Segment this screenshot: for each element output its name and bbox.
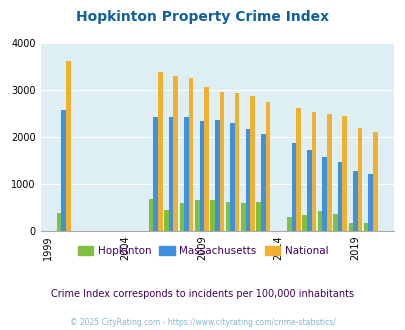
Bar bbox=[158, 72, 162, 231]
Bar bbox=[184, 117, 188, 231]
Bar bbox=[57, 213, 61, 231]
Bar bbox=[225, 202, 230, 231]
Bar bbox=[372, 132, 377, 231]
Bar bbox=[357, 128, 361, 231]
Bar bbox=[311, 113, 315, 231]
Bar bbox=[363, 223, 368, 231]
Bar bbox=[214, 120, 219, 231]
Bar bbox=[188, 78, 193, 231]
Bar bbox=[66, 61, 70, 231]
Bar bbox=[153, 117, 158, 231]
Bar bbox=[352, 171, 357, 231]
Bar bbox=[326, 114, 331, 231]
Bar bbox=[199, 121, 204, 231]
Bar bbox=[322, 157, 326, 231]
Bar bbox=[341, 116, 346, 231]
Bar bbox=[256, 202, 260, 231]
Bar bbox=[179, 203, 184, 231]
Bar bbox=[265, 102, 269, 231]
Bar bbox=[306, 150, 311, 231]
Text: © 2025 CityRating.com - https://www.cityrating.com/crime-statistics/: © 2025 CityRating.com - https://www.city… bbox=[70, 318, 335, 327]
Bar bbox=[204, 87, 208, 231]
Bar bbox=[219, 92, 224, 231]
Bar bbox=[194, 200, 199, 231]
Bar bbox=[149, 199, 153, 231]
Bar bbox=[368, 174, 372, 231]
Bar bbox=[234, 93, 239, 231]
Bar bbox=[333, 214, 337, 231]
Legend: Hopkinton, Massachusetts, National: Hopkinton, Massachusetts, National bbox=[73, 242, 332, 260]
Bar bbox=[241, 203, 245, 231]
Bar bbox=[230, 123, 234, 231]
Bar bbox=[210, 200, 214, 231]
Bar bbox=[302, 215, 306, 231]
Bar bbox=[337, 162, 341, 231]
Bar bbox=[286, 217, 291, 231]
Bar bbox=[296, 108, 300, 231]
Bar bbox=[291, 143, 296, 231]
Bar bbox=[61, 110, 66, 231]
Bar bbox=[245, 129, 249, 231]
Bar bbox=[173, 76, 178, 231]
Bar bbox=[260, 134, 265, 231]
Bar bbox=[164, 210, 168, 231]
Bar bbox=[249, 96, 254, 231]
Text: Hopkinton Property Crime Index: Hopkinton Property Crime Index bbox=[76, 10, 329, 24]
Bar bbox=[317, 211, 322, 231]
Bar bbox=[168, 117, 173, 231]
Text: Crime Index corresponds to incidents per 100,000 inhabitants: Crime Index corresponds to incidents per… bbox=[51, 289, 354, 299]
Bar bbox=[347, 223, 352, 231]
